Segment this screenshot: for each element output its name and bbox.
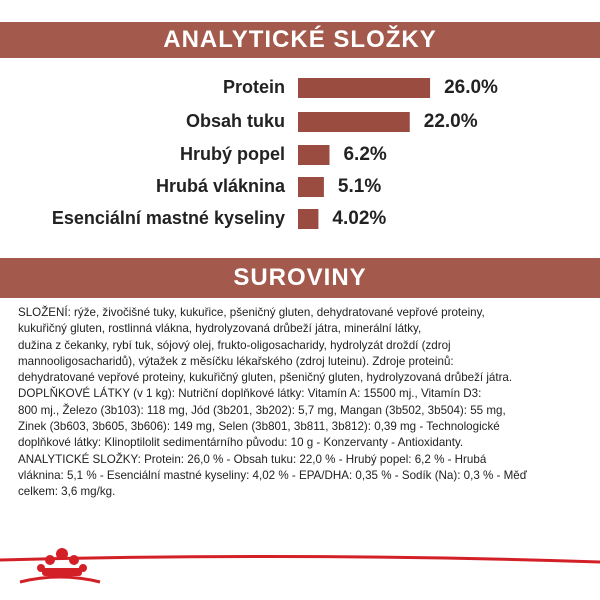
bar [298,177,324,197]
logo-swoosh [19,575,101,584]
text-line: Zinek (3b603, 3b605, 3b606): 149 mg, Sel… [18,420,500,434]
value-label: 26.0% [444,77,498,98]
footer-line [0,554,600,564]
bar [298,78,431,98]
text-line: mannooligosacharidů), výtažek z měsíčku … [18,354,454,368]
category-label: Hrubý popel [180,144,285,164]
category-label: Hrubá vláknina [156,176,286,196]
chart: Protein 26.0% Obsah tuku 22.0% Hrubý popel 6.… [52,77,498,229]
section-title: ANALYTICKÉ SLOŽKY [0,22,600,58]
text-line: kukuřičný gluten, rostlinná vlákna, hydr… [18,322,422,336]
text-line: dužina z čekanky, rybí tuk, sójový olej,… [18,338,451,352]
value-label: 6.2% [343,144,386,165]
bar [298,112,410,132]
category-label: Protein [223,77,285,97]
text-line: doplňkové látky: Klinoptilolit sedimentá… [18,436,464,450]
value-label: 4.02% [332,208,386,229]
section-title: SUROVINY [0,258,600,298]
text-line: celkem: 3,6 mg/kg. [18,485,116,499]
bar [298,145,330,165]
text-line: SLOŽENÍ: rýže, živočišné tuky, kukuřice,… [18,306,485,319]
crown [37,548,87,576]
value-label: 22.0% [424,111,478,132]
ingredients-text: SLOŽENÍ: rýže, živočišné tuky, kukuřice,… [18,305,527,501]
category-label: Esenciální mastné kyseliny [52,208,285,228]
bar [298,209,319,229]
value-label: 5.1% [338,176,381,197]
footer-logo [0,548,600,584]
text-line: ANALYTICKÉ SLOŽKY: Protein: 26,0 % - Obs… [18,452,487,466]
text-line: dehydratované vepřové proteiny, kukuřičn… [18,371,513,385]
text-line: 800 mj., Železo (3b103): 118 mg, Jód (3b… [18,403,506,417]
text-line: vláknina: 5,1 % - Esenciální mastné kyse… [18,468,527,482]
text-line: DOPLŇKOVÉ LÁTKY (v 1 kg): Nutriční doplň… [18,387,482,401]
category-label: Obsah tuku [186,111,285,131]
